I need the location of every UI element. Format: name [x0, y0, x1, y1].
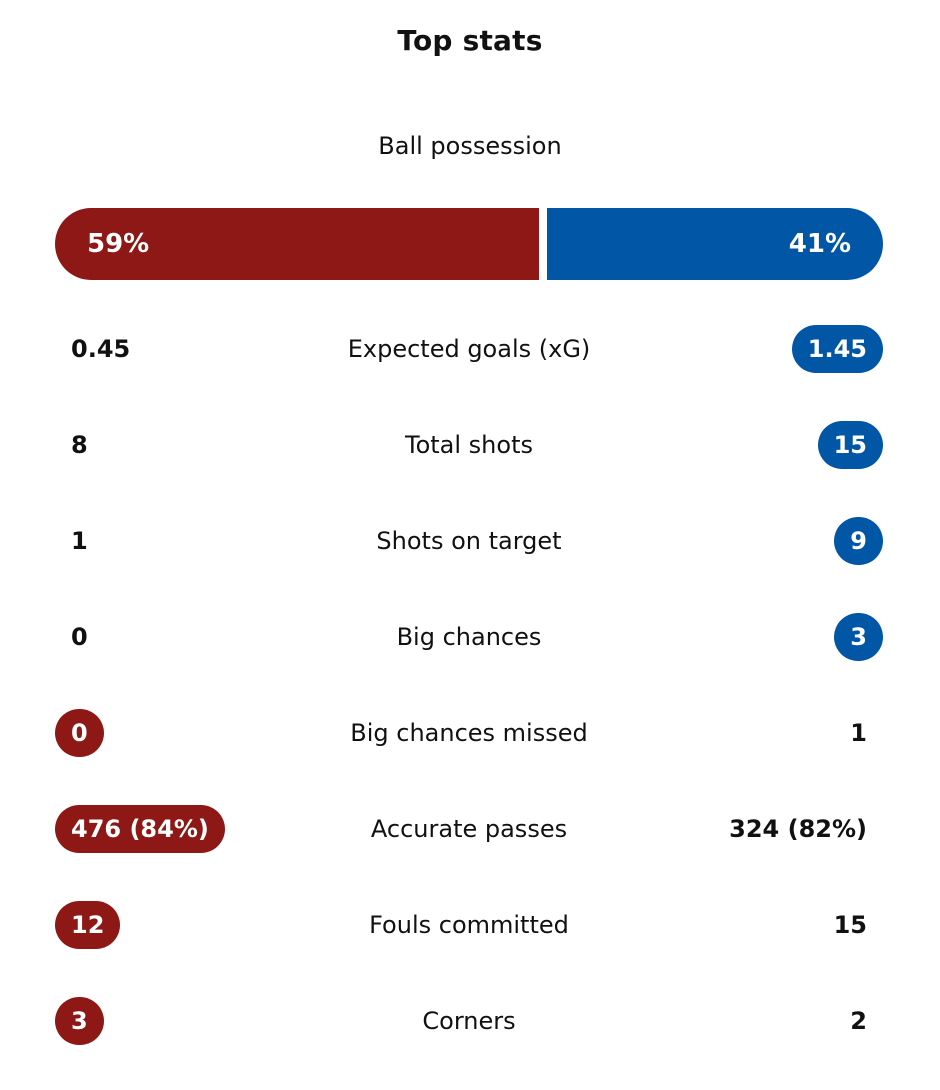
stat-row: Accurate passes 476 (84%) 324 (82%)	[55, 805, 883, 853]
stat-away-value: 15	[833, 911, 867, 939]
stat-away-value: 2	[850, 1007, 867, 1035]
stat-row: Shots on target 1 9	[55, 517, 883, 565]
stat-away-value: 3	[834, 613, 883, 661]
possession-away-value: 41%	[788, 229, 851, 259]
stat-home-value: 0.45	[71, 335, 131, 363]
stat-home-value: 0	[71, 623, 88, 651]
stat-row: Corners 3 2	[55, 997, 883, 1045]
stat-away-value: 15	[817, 421, 883, 469]
stat-home-value: 12	[55, 901, 121, 949]
stat-home-value: 1	[71, 527, 88, 555]
stat-home-value: 8	[71, 431, 88, 459]
possession-home-value: 59%	[87, 229, 150, 259]
stat-label: Fouls committed	[369, 911, 569, 939]
stat-label: Total shots	[405, 431, 533, 459]
stat-away-value: 9	[834, 517, 883, 565]
stat-home-value: 3	[55, 997, 104, 1045]
possession-bar: 59% 41%	[55, 208, 883, 280]
possession-home-segment: 59%	[55, 208, 539, 280]
stat-row: Total shots 8 15	[55, 421, 883, 469]
page-title: Top stats	[397, 24, 543, 57]
stat-label: Big chances missed	[350, 719, 588, 747]
possession-away-segment: 41%	[547, 208, 883, 280]
stat-home-value: 476 (84%)	[55, 805, 225, 853]
stat-row: Expected goals (xG) 0.45 1.45	[55, 325, 883, 373]
stat-label: Corners	[422, 1007, 516, 1035]
stat-row: Big chances 0 3	[55, 613, 883, 661]
stat-away-value: 1	[850, 719, 867, 747]
stat-label: Accurate passes	[370, 815, 568, 843]
stat-label: Expected goals (xG)	[347, 335, 591, 363]
stat-row: Fouls committed 12 15	[55, 901, 883, 949]
stat-row: Big chances missed 0 1	[55, 709, 883, 757]
stat-away-value: 324 (82%)	[729, 815, 867, 843]
stat-home-value: 0	[55, 709, 104, 757]
possession-label: Ball possession	[378, 132, 562, 160]
stat-away-value: 1.45	[791, 325, 883, 373]
stat-label: Shots on target	[376, 527, 562, 555]
stat-label: Big chances	[396, 623, 542, 651]
